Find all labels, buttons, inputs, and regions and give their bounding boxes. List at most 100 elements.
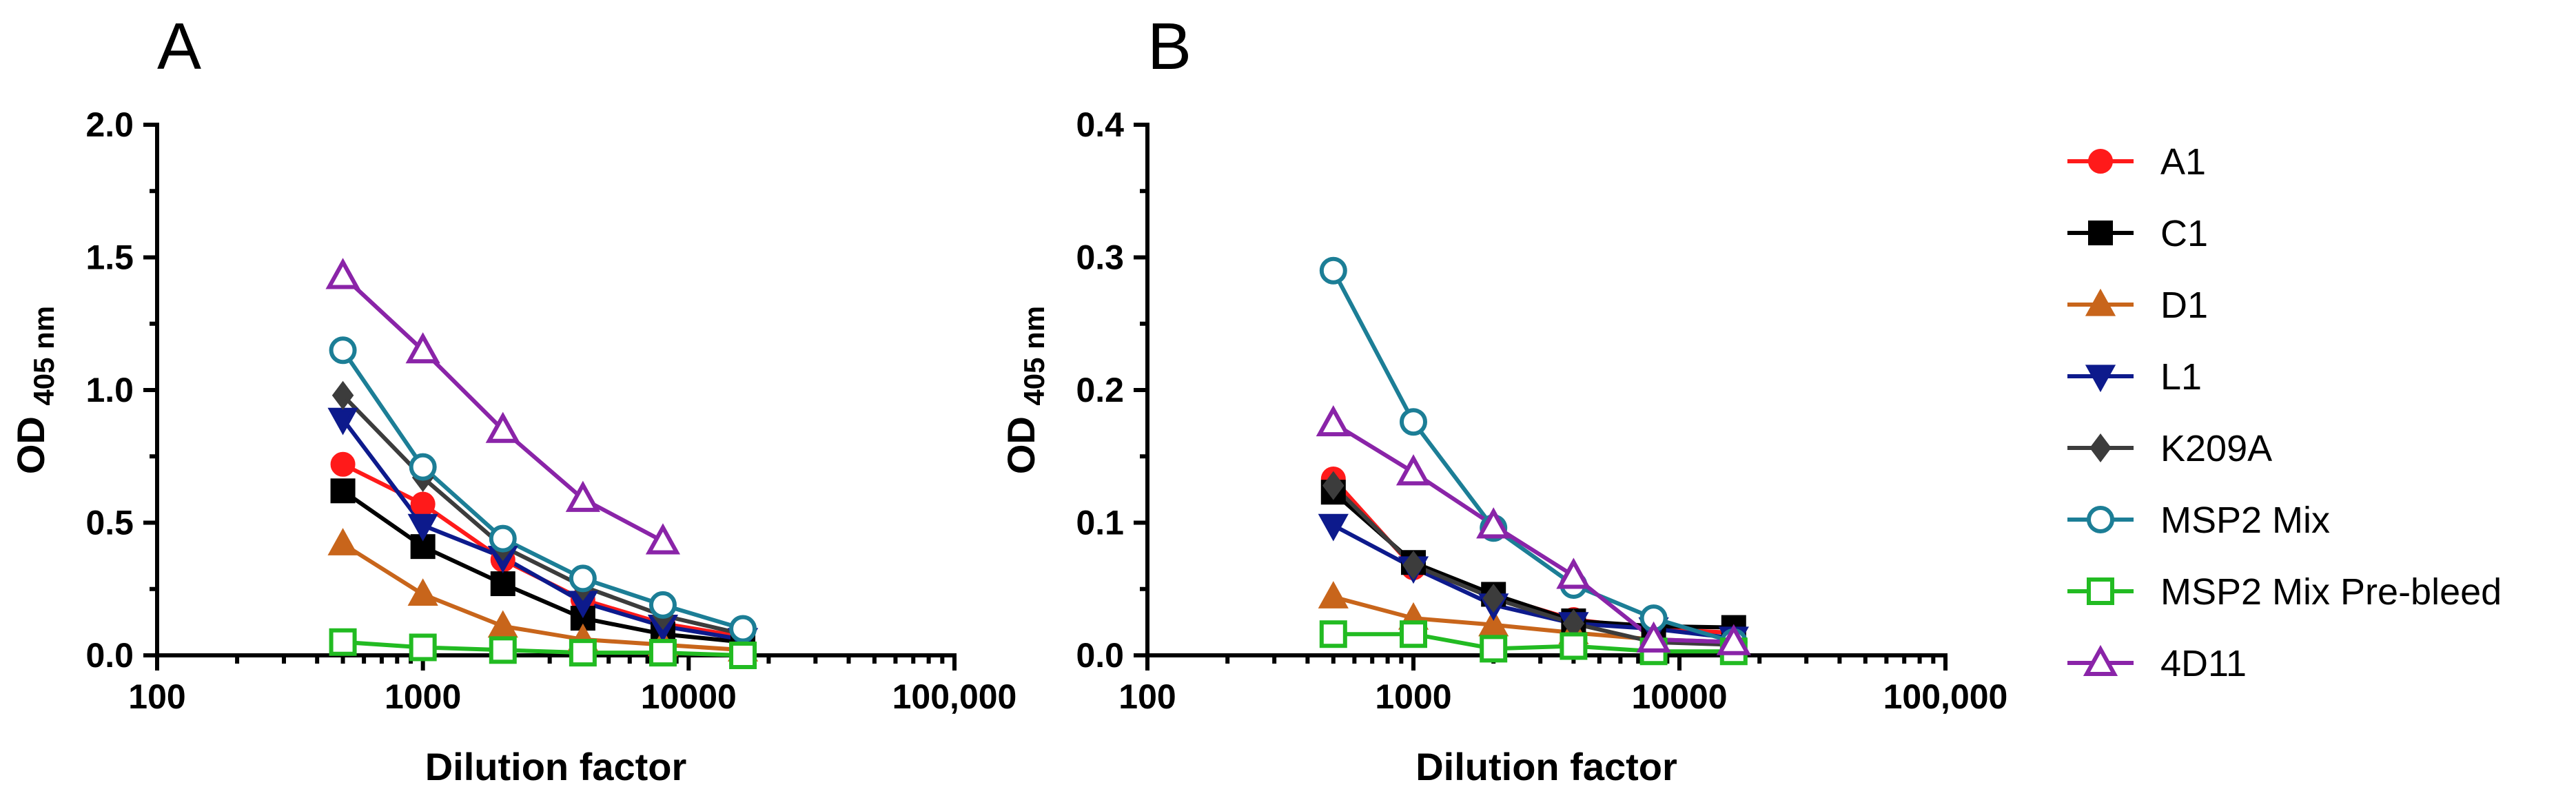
- panel-a-series-msp2-mix-pre-bleed-point: [569, 639, 597, 667]
- panel-a-series-msp2-mix-point: [489, 524, 517, 553]
- panel-b-x-axis-title: Dilution factor: [1415, 745, 1677, 788]
- panel-a-series-a1-point: [330, 451, 356, 477]
- panel-b-series-msp2-mix-line: [1331, 269, 1735, 644]
- panel-a: A 0.0 0.5 1.0 1.5 2.0 100 1000 10000 100,000 Dilu…: [9, 10, 1016, 788]
- panel-a-y-tick-label: 0.5: [85, 504, 134, 542]
- panel-a-series-4d11-point: [485, 411, 520, 443]
- legend-marker: [2083, 644, 2118, 676]
- panel-b: B 0.0 0.1 0.2 0.3 0.4 100 1000 10000 100,000 Dilu…: [999, 10, 2007, 788]
- panel-a-y-axis-title-main: OD: [9, 406, 52, 475]
- panel-a-y-axis-title: OD 405 nm: [9, 306, 60, 474]
- panel-a-series-4d11-point: [645, 523, 681, 555]
- legend-marker: [2088, 149, 2113, 174]
- legend-item-d1: D1: [2067, 285, 2208, 326]
- legend-marker: [2087, 506, 2114, 533]
- panel-a-x-tick-label: 10000: [641, 677, 737, 716]
- panel-b-series-c1-line: [1331, 490, 1734, 630]
- legend-label: C1: [2160, 213, 2208, 254]
- panel-b-series-msp2-mix-pre-bleed-point: [1400, 620, 1427, 648]
- panel-a-y-tick-label: 1.0: [85, 371, 134, 409]
- panel-b-series-l1-line: [1332, 523, 1735, 640]
- panel-b-series-msp2-mix-pre-bleed-point: [1319, 620, 1347, 648]
- panel-b-series-msp2-mix-point: [1400, 408, 1427, 436]
- panel-b-series-d1-point: [1318, 581, 1349, 608]
- panel-b-series-l1-point: [1318, 513, 1349, 542]
- panel-a-series-4d11-point: [565, 480, 600, 512]
- panel-a-series-4d11-point: [325, 258, 360, 289]
- legend-item-k209a: K209A: [2067, 428, 2272, 469]
- panel-a-y-axis-title-sub: 405 nm: [28, 306, 60, 406]
- panel-a-series-c1-line: [341, 489, 744, 644]
- panel-a-series-4d11-line: [341, 274, 664, 544]
- legend-marker: [2085, 365, 2116, 393]
- panel-b-letter: B: [1147, 10, 1192, 83]
- panel-b-y-tick-label: 0.2: [1076, 371, 1124, 409]
- panel-b-y-tick-label: 0.3: [1076, 238, 1124, 277]
- panel-a-series-msp2-mix-point: [729, 615, 757, 643]
- legend-label: L1: [2160, 356, 2202, 398]
- panel-b-x-tick-label: 1000: [1375, 677, 1451, 716]
- legend-label: A1: [2160, 141, 2206, 183]
- panel-b-y-axis-title: OD 405 nm: [999, 306, 1050, 474]
- panel-a-series-msp2-mix-pre-bleed-point: [729, 642, 757, 669]
- panel-a-series-msp2-mix-point: [329, 336, 357, 365]
- panel-a-series-4d11-point: [405, 332, 440, 364]
- panel-a-y-tick-label: 2.0: [85, 105, 134, 144]
- panel-b-x-tick-label: 10000: [1631, 677, 1727, 716]
- panel-a-series-msp2-mix-point: [569, 564, 597, 593]
- panel-b-series-d1-point: [1478, 608, 1509, 637]
- legend-label: K209A: [2160, 428, 2272, 469]
- panel-a-series-d1-point: [487, 610, 518, 638]
- panel-b-series-4d11-point: [1316, 405, 1351, 437]
- panel-a-x-tick-label: 1000: [385, 677, 461, 716]
- legend-label: MSP2 Mix: [2160, 500, 2330, 541]
- panel-a-series-l1-point: [407, 513, 438, 542]
- panel-b-series-4d11-point: [1636, 621, 1671, 653]
- panel-a-series-msp2-mix-pre-bleed-point: [489, 636, 517, 664]
- panel-b-x-tick-label: 100: [1118, 677, 1176, 716]
- legend-marker: [2089, 433, 2112, 462]
- panel-a-series-c1-point: [330, 478, 356, 504]
- legend-item-4d11: 4D11: [2067, 643, 2247, 684]
- legend-label: D1: [2160, 285, 2208, 326]
- panel-b-series-k209a-point: [1482, 584, 1504, 613]
- panel-a-series-a1-point: [410, 491, 436, 517]
- legend-item-a1: A1: [2067, 141, 2206, 183]
- panel-a-series-d1-point: [327, 528, 358, 555]
- panel-b-series-4d11-point: [1396, 454, 1431, 486]
- panel-a-series-msp2-mix-line: [341, 349, 744, 631]
- panel-a-letter: A: [157, 10, 201, 83]
- panel-a-series-d1-point: [407, 578, 438, 606]
- panel-a-series-msp2-mix-pre-bleed-point: [409, 633, 437, 662]
- panel-b-series-msp2-mix-point: [1319, 256, 1347, 285]
- panel-b-y-axis-title-main: OD: [999, 406, 1043, 475]
- panel-a-series-msp2-mix-pre-bleed-point: [648, 639, 677, 667]
- legend-item-msp2-mix-pre-bleed: MSP2 Mix Pre-bleed: [2067, 571, 2502, 613]
- panel-b-y-tick-label: 0.4: [1076, 105, 1124, 144]
- panel-b-series-4d11-point: [1556, 557, 1591, 589]
- legend-item-c1: C1: [2067, 213, 2208, 254]
- panel-b-x-tick-label: 100,000: [1883, 677, 2008, 716]
- panel-a-series-msp2-mix-point: [648, 591, 677, 619]
- legend-marker: [2087, 577, 2114, 605]
- panel-a-x-axis-title: Dilution factor: [425, 745, 687, 788]
- legend-marker: [2088, 221, 2113, 245]
- panel-b-series-k209a-point: [1402, 551, 1424, 580]
- panel-b-series-4d11-point: [1716, 624, 1751, 655]
- panel-a-series-c1-point: [490, 571, 515, 597]
- legend-label: 4D11: [2160, 643, 2247, 684]
- legend-marker: [2085, 288, 2116, 316]
- panel-b-y-axis-title-sub: 405 nm: [1018, 306, 1050, 406]
- panel-b-series-msp2-mix-pre-bleed-point: [1560, 632, 1588, 660]
- panel-a-series-k209a-line: [341, 393, 744, 637]
- panel-b-series-msp2-mix-pre-bleed-point: [1480, 635, 1508, 663]
- legend: A1 C1 D1 L1 K209A MSP2 Mix MSP2 Mix Pre-bleed 4…: [2067, 141, 2502, 684]
- legend-label: MSP2 Mix Pre-bleed: [2160, 571, 2502, 613]
- panel-a-series-l1-point: [327, 407, 358, 436]
- panel-a-y-tick-label: 0.0: [85, 636, 134, 675]
- panel-b-series-k209a-point: [1322, 471, 1345, 500]
- legend-item-msp2-mix: MSP2 Mix: [2067, 500, 2330, 541]
- legend-item-l1: L1: [2067, 356, 2202, 398]
- panel-a-y-tick-label: 1.5: [85, 238, 134, 277]
